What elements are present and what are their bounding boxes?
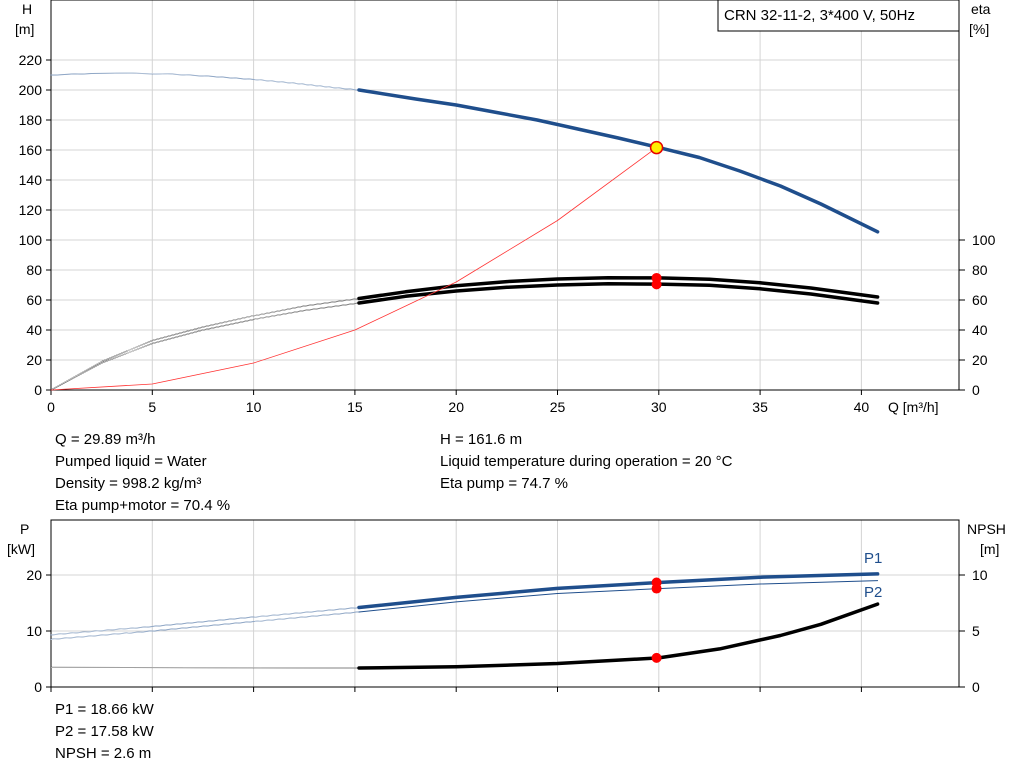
density-value: Density = 998.2 kg/m³	[55, 475, 202, 492]
duty-info-left: Q = 29.89 m³/h Pumped liquid = Water Den…	[55, 429, 230, 517]
duty-point-eta-motor-marker	[651, 279, 662, 290]
npsh-value: NPSH = 2.6 m	[55, 745, 152, 762]
right-tick-label: 80	[972, 262, 988, 278]
right-tick-label: 40	[972, 322, 988, 338]
p1-curve	[357, 572, 880, 610]
eta-axis-ticks: 0 20 40 60 80 100	[959, 232, 996, 398]
eta-pump-motor-curve-inner	[50, 298, 360, 391]
eta-pump-motor-value: Eta pump+motor = 70.4 %	[55, 497, 231, 514]
head-chart-grid	[51, 0, 959, 390]
power-axis-unit: [kW]	[7, 541, 35, 557]
power-chart-grid	[51, 520, 959, 687]
flow-axis-label: Q [m³/h]	[888, 399, 939, 415]
power-axis-ticks: 0 10 20	[26, 567, 51, 695]
power-chart-duty-markers	[651, 577, 662, 663]
left-tick-label: 220	[19, 52, 43, 68]
x-tick-label: 15	[347, 399, 363, 415]
duty-point-npsh-marker	[651, 652, 662, 663]
eta-pump-motor-curve	[357, 276, 880, 301]
right-tick-label: 10	[972, 567, 988, 583]
left-tick-label: 140	[19, 172, 43, 188]
left-tick-label: 60	[26, 292, 42, 308]
x-tick-label: 30	[651, 399, 667, 415]
npsh-axis-ticks: 0 5 10	[959, 567, 988, 695]
head-axis-label: H	[22, 1, 32, 17]
p1-curve-inner	[50, 607, 360, 636]
power-axis-label: P	[20, 521, 29, 537]
left-tick-label: 40	[26, 322, 42, 338]
right-tick-label: 0	[972, 382, 980, 398]
duty-point-p2-marker	[651, 583, 662, 594]
power-chart-series	[50, 572, 880, 670]
right-tick-label: 60	[972, 292, 988, 308]
flow-value: Q = 29.89 m³/h	[55, 431, 156, 448]
npsh-curve	[357, 602, 880, 670]
eta-pump-value: Eta pump = 74.7 %	[440, 475, 568, 492]
x-tick-label: 25	[550, 399, 566, 415]
left-tick-label: 20	[26, 352, 42, 368]
left-tick-label: 100	[19, 232, 43, 248]
x-tick-label: 10	[246, 399, 262, 415]
eta-pump-curve-inner	[50, 302, 360, 391]
flow-axis-ticks: 0 5 10 15 20 25 30 35 40	[47, 390, 869, 415]
pump-label: CRN 32-11-2, 3*400 V, 50Hz	[724, 7, 915, 24]
p1-series-label: P1	[864, 550, 882, 567]
left-tick-label: 180	[19, 112, 43, 128]
left-tick-label: 200	[19, 82, 43, 98]
head-chart-duty-markers	[649, 140, 664, 290]
h-curve	[357, 88, 880, 234]
duty-point-head-marker	[649, 140, 664, 155]
liquid-temperature-value: Liquid temperature during operation = 20…	[440, 453, 733, 470]
left-tick-label: 20	[26, 567, 42, 583]
eta-axis-label: eta	[971, 1, 991, 17]
left-tick-label: 0	[34, 679, 42, 695]
eta-pump-curve	[50, 302, 360, 391]
power-chart-frame	[50, 519, 960, 688]
eta-pump-motor-curve	[50, 298, 360, 391]
left-tick-label: 120	[19, 202, 43, 218]
power-chart-x-ticks	[50, 687, 862, 692]
head-chart-frame	[50, 0, 960, 391]
p2-series-label: P2	[864, 584, 882, 601]
right-tick-label: 0	[972, 679, 980, 695]
eta-axis-unit: [%]	[969, 21, 989, 37]
left-tick-label: 0	[34, 382, 42, 398]
npsh-axis-unit: [m]	[980, 541, 999, 557]
head-axis-ticks: 0 20 40 60 80 100 120 140 160 180 200 220	[19, 52, 51, 398]
h-curve-inner	[50, 72, 360, 91]
npsh-curve-inner	[50, 667, 360, 669]
x-tick-label: 40	[854, 399, 870, 415]
head-chart-series	[50, 72, 880, 391]
x-tick-label: 20	[448, 399, 464, 415]
h-curve	[50, 72, 360, 91]
x-tick-label: 5	[148, 399, 156, 415]
x-tick-label: 35	[752, 399, 768, 415]
right-tick-label: 100	[972, 232, 996, 248]
left-tick-label: 10	[26, 623, 42, 639]
left-tick-label: 80	[26, 262, 42, 278]
right-tick-label: 5	[972, 623, 980, 639]
pump-label-box	[717, 0, 960, 32]
left-tick-label: 160	[19, 142, 43, 158]
eta-pump-curve	[357, 282, 880, 305]
p2-curve	[358, 580, 879, 613]
head-axis-unit: [m]	[15, 21, 34, 37]
duty-info-right: H = 161.6 m Liquid temperature during op…	[440, 429, 732, 495]
x-tick-label: 0	[47, 399, 55, 415]
p2-value: P2 = 17.58 kW	[55, 723, 154, 740]
system-curve-curve	[50, 147, 657, 391]
head-value: H = 161.6 m	[440, 431, 523, 448]
npsh-axis-label: NPSH	[967, 521, 1006, 537]
p2-curve-inner	[50, 611, 360, 640]
right-tick-label: 20	[972, 352, 988, 368]
power-info: P1 = 18.66 kW P2 = 17.58 kW NPSH = 2.6 m	[55, 699, 154, 765]
pumped-liquid-value: Pumped liquid = Water	[55, 453, 207, 470]
p1-value: P1 = 18.66 kW	[55, 701, 154, 718]
